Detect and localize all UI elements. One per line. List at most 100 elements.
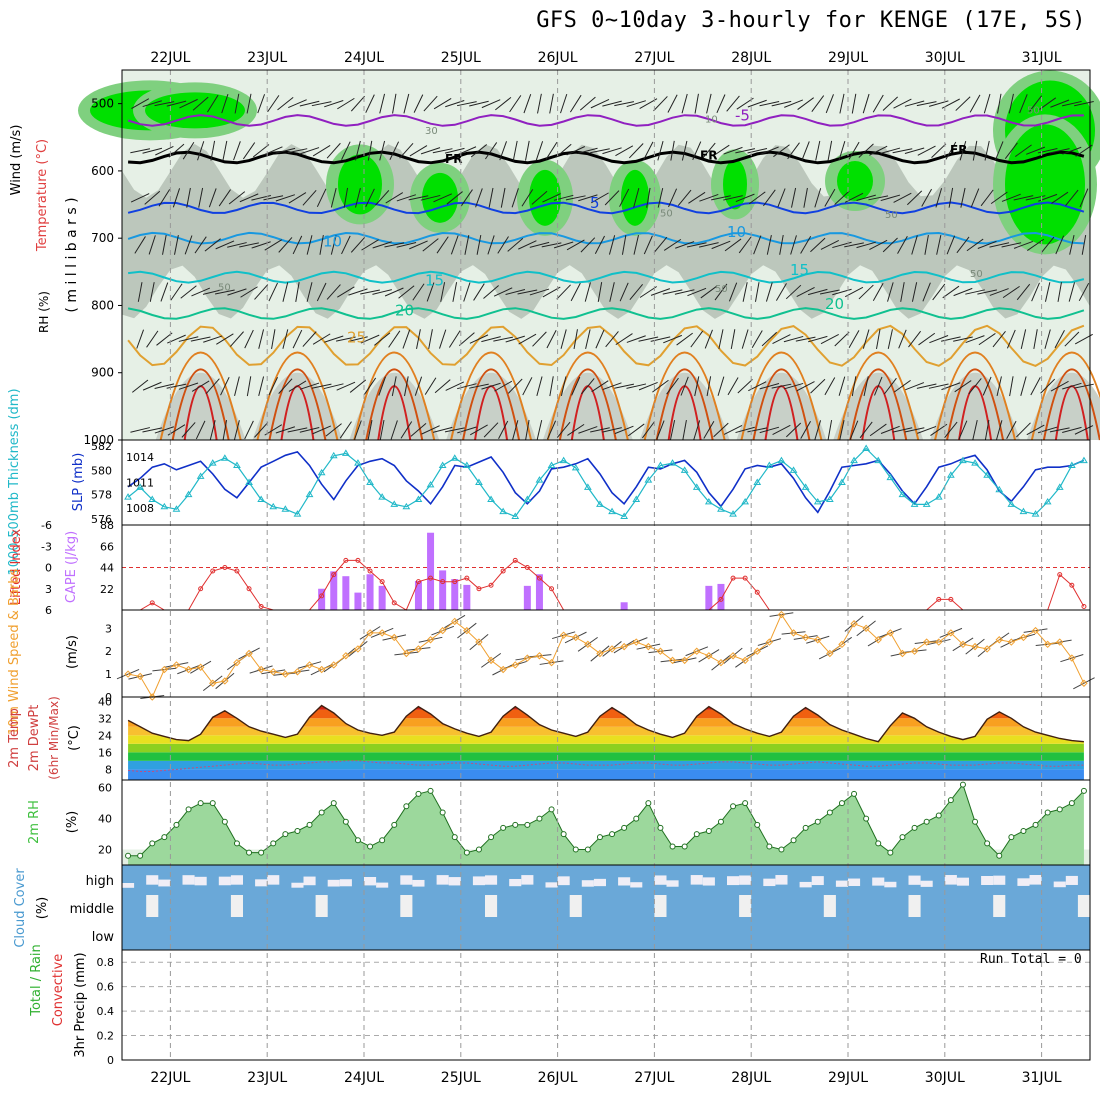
wind-barb bbox=[686, 242, 707, 248]
thickness-point bbox=[148, 495, 157, 502]
rh2m-point bbox=[899, 834, 906, 841]
wind-barb bbox=[681, 140, 688, 161]
wind-barb bbox=[136, 329, 145, 349]
wind-barb bbox=[972, 420, 978, 440]
wind10-point bbox=[801, 633, 810, 642]
wind-barb bbox=[134, 236, 146, 254]
wind-barb bbox=[687, 287, 707, 297]
rh2m-point bbox=[475, 846, 482, 853]
wind-barb bbox=[214, 289, 235, 295]
wind-barb bbox=[384, 242, 405, 248]
wind-barb bbox=[883, 377, 897, 395]
wind-barb bbox=[1078, 282, 1090, 302]
wind10-point bbox=[765, 638, 774, 646]
cape-bar bbox=[342, 576, 350, 610]
cloud-high-gap bbox=[775, 875, 788, 885]
rh-contour-label: 50 bbox=[885, 210, 898, 221]
wind-barb bbox=[718, 329, 724, 349]
isotherm-warm bbox=[171, 368, 230, 441]
thickness-point bbox=[668, 459, 677, 466]
wind-barb bbox=[848, 330, 860, 349]
thickness-point bbox=[801, 483, 810, 490]
wind-barb bbox=[918, 332, 936, 346]
cloud-high-gap bbox=[872, 877, 885, 886]
cloud-high-gap bbox=[727, 876, 740, 886]
rh2m-point bbox=[318, 809, 325, 816]
wind-barb bbox=[426, 282, 435, 302]
wind-barb bbox=[132, 379, 149, 393]
wind-barb bbox=[917, 425, 937, 434]
wind-barb bbox=[869, 423, 887, 437]
wind-barb bbox=[325, 423, 342, 437]
rh2m-point bbox=[984, 840, 991, 847]
wind-barb bbox=[287, 148, 308, 154]
wind-barb bbox=[186, 187, 191, 208]
wind-barb bbox=[364, 377, 377, 395]
wind10-axis-label: 10m Wind Speed & Barbs bbox=[7, 569, 22, 736]
wind-barb bbox=[481, 99, 501, 109]
wind-barb bbox=[614, 425, 634, 435]
isotherm-label: 25 bbox=[347, 328, 366, 346]
rh2m-point bbox=[379, 837, 386, 844]
wind-barb bbox=[905, 382, 925, 391]
wind-barb bbox=[379, 140, 386, 161]
wind-barb bbox=[737, 379, 753, 394]
wind-barb bbox=[656, 420, 665, 440]
wind10-point bbox=[148, 693, 156, 701]
thickness-point bbox=[1019, 507, 1028, 515]
thickness-point bbox=[910, 500, 919, 507]
isotherm-label: -5 bbox=[735, 106, 750, 124]
thickness-point bbox=[995, 485, 1004, 493]
wind-barb bbox=[556, 284, 571, 300]
wind-barb bbox=[142, 147, 163, 154]
rh-90-area bbox=[422, 172, 458, 223]
cloud-high-gap bbox=[146, 875, 159, 885]
wind-barb bbox=[759, 426, 780, 434]
wind-barb bbox=[148, 235, 156, 255]
wind-barb bbox=[996, 376, 1002, 397]
precip-axis-label: 3hr Precip (mm) bbox=[73, 952, 88, 1057]
wind-barb bbox=[469, 334, 489, 344]
wind-barb bbox=[414, 376, 423, 396]
wind10-point bbox=[620, 642, 628, 651]
date-label-top: 24JUL bbox=[344, 50, 384, 66]
lifted-tick-label: -3 bbox=[41, 540, 52, 553]
wind-barb bbox=[1049, 427, 1070, 433]
isotherm-label: 20 bbox=[395, 302, 414, 320]
wind10-point bbox=[196, 663, 205, 671]
wind-barb bbox=[931, 143, 947, 159]
lifted-index-point bbox=[452, 579, 458, 585]
wind-barb bbox=[787, 142, 800, 160]
wind-barb bbox=[336, 381, 356, 391]
cape-bar bbox=[318, 588, 326, 610]
wind-barb bbox=[791, 187, 797, 208]
thickness-point bbox=[862, 444, 871, 451]
wind-barb bbox=[463, 282, 471, 302]
rh2m-point bbox=[137, 852, 144, 859]
wind-barb bbox=[924, 234, 929, 255]
wind10-point bbox=[342, 652, 350, 660]
lifted-index-point bbox=[488, 582, 494, 588]
wind-barb bbox=[154, 101, 175, 107]
wind-barb bbox=[663, 334, 683, 344]
wind-barb bbox=[703, 421, 715, 439]
wind-barb bbox=[198, 187, 204, 208]
temp-band bbox=[128, 709, 1084, 719]
thickness-axis-label: 1000-500mb Thickness (dm) bbox=[7, 388, 22, 575]
rh2m-point bbox=[233, 840, 240, 847]
wind-barb bbox=[221, 93, 229, 114]
cloud-high-gap bbox=[485, 875, 498, 885]
wind-barb bbox=[246, 376, 252, 397]
wind-barb bbox=[602, 100, 622, 107]
lifted-tick-label: 0 bbox=[45, 562, 52, 575]
wind-barb bbox=[257, 94, 266, 114]
wind-barb bbox=[968, 378, 982, 395]
wind-barb bbox=[476, 234, 482, 255]
wind-barb bbox=[234, 420, 240, 440]
wind-barb bbox=[500, 187, 506, 208]
rh2m-point bbox=[814, 818, 821, 825]
wind-barb bbox=[863, 376, 869, 397]
wind-barb bbox=[944, 421, 958, 439]
wind-barb bbox=[178, 382, 199, 390]
wind10-point bbox=[753, 647, 761, 655]
